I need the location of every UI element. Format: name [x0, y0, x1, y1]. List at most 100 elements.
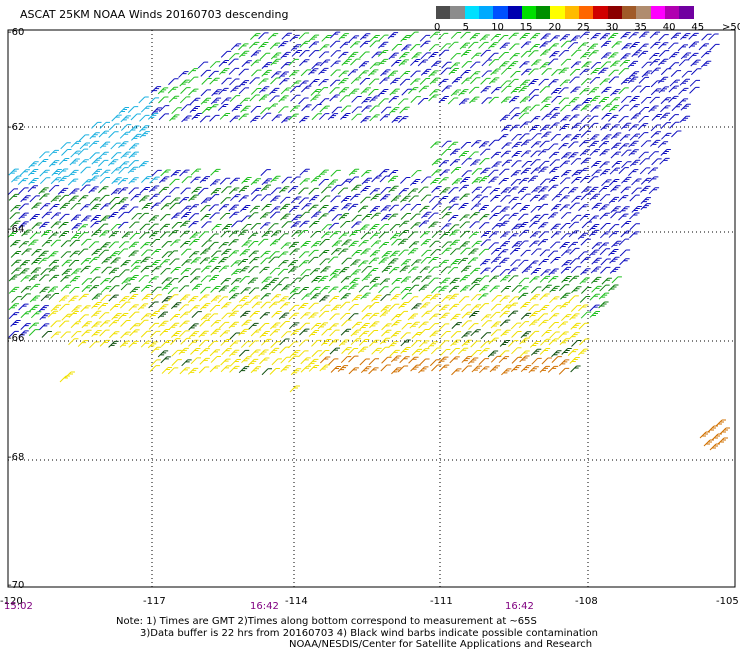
wind-barb: [398, 188, 409, 195]
wind-barb: [48, 293, 59, 300]
wind-barb: [607, 32, 619, 40]
wind-barb: [249, 77, 260, 85]
wind-barb: [520, 249, 531, 257]
wind-barb: [461, 158, 472, 166]
wind-barb: [140, 340, 152, 348]
wind-barb: [110, 224, 121, 231]
colorbar-swatch: [679, 6, 694, 19]
wind-barb: [79, 142, 91, 150]
wind-barb: [250, 187, 262, 195]
wind-barb: [218, 242, 229, 249]
wind-barb: [568, 221, 579, 229]
wind-barb: [80, 305, 91, 313]
wind-barb: [501, 159, 512, 167]
wind-barb: [441, 247, 452, 255]
wind-barb: [487, 169, 499, 177]
wind-barb: [470, 77, 481, 85]
wind-barb: [181, 359, 192, 367]
lat-label-66: -66: [8, 333, 25, 344]
wind-barb: [598, 185, 609, 193]
wind-barb: [587, 115, 599, 123]
wind-barb: [621, 43, 632, 51]
wind-barb: [119, 340, 131, 348]
wind-barb: [148, 276, 159, 284]
wind-barb: [111, 167, 122, 175]
wind-barb: [290, 80, 302, 88]
wind-barb: [138, 161, 149, 168]
wind-barb: [89, 341, 100, 349]
wind-barb: [350, 338, 362, 346]
wind-barb: [119, 269, 130, 277]
wind-barb: [249, 94, 260, 102]
wind-barb: [139, 131, 150, 138]
wind-barb: [651, 158, 662, 166]
wind-barb: [167, 287, 179, 295]
wind-barb: [530, 286, 542, 294]
wind-barb: [151, 107, 162, 115]
wind-barb: [218, 204, 230, 212]
wind-barb: [197, 187, 209, 195]
wind-barb: [248, 287, 260, 295]
wind-barb: [459, 176, 471, 184]
wind-barb: [250, 87, 262, 95]
wind-barb: [660, 97, 671, 105]
wind-barb: [288, 293, 299, 300]
wind-barb: [109, 276, 120, 283]
lat-label-70: -70: [8, 580, 25, 591]
time-label-1: 15:02: [4, 601, 33, 612]
wind-barb: [409, 178, 421, 186]
wind-barb: [241, 356, 252, 364]
wind-barb: [260, 194, 271, 202]
wind-barb: [299, 328, 310, 336]
wind-barb: [161, 367, 172, 374]
wind-barb: [520, 312, 532, 320]
wind-barb: [559, 204, 570, 212]
wind-barb: [431, 186, 442, 193]
wind-barb: [261, 178, 272, 186]
wind-barb: [550, 223, 561, 231]
wind-barb: [479, 366, 490, 374]
wind-barb: [99, 169, 111, 177]
wind-barb: [10, 240, 21, 247]
wind-barb: [350, 184, 362, 192]
wind-barb: [8, 286, 20, 294]
wind-barb: [578, 124, 590, 132]
wind-barb: [549, 51, 560, 58]
wind-barb: [528, 319, 540, 327]
wind-barb: [637, 123, 649, 130]
wind-barb: [391, 238, 402, 246]
wind-barb: [538, 305, 550, 312]
wind-barb: [620, 220, 632, 228]
wind-barb: [609, 256, 620, 264]
wind-barb: [519, 355, 530, 363]
wind-barb: [469, 159, 481, 167]
time-label-2: 16:42: [250, 601, 279, 612]
wind-barb: [91, 121, 102, 129]
wind-barb: [99, 215, 111, 223]
wind-barb: [337, 365, 349, 373]
wind-barb: [539, 86, 550, 94]
wind-barb: [357, 346, 369, 354]
wind-barb: [703, 439, 714, 447]
wind-barb: [238, 87, 250, 95]
wind-barb: [591, 285, 602, 293]
wind-barb: [570, 49, 582, 57]
wind-barb: [139, 114, 150, 122]
wind-barb: [638, 76, 650, 84]
wind-barb: [149, 176, 160, 184]
wind-barb: [249, 257, 260, 265]
wind-barb: [517, 259, 529, 267]
wind-barb: [648, 187, 660, 195]
wind-barb: [180, 205, 192, 213]
wind-barb: [588, 140, 599, 148]
wind-barb: [480, 267, 491, 275]
wind-barb: [658, 86, 669, 94]
wind-barb: [441, 85, 452, 93]
wind-barb: [179, 294, 191, 302]
wind-barb: [350, 329, 361, 337]
wind-barb: [411, 348, 422, 356]
wind-barb: [351, 113, 362, 121]
wind-barb: [611, 161, 622, 168]
wind-barb: [81, 285, 92, 293]
wind-barb: [678, 87, 689, 95]
